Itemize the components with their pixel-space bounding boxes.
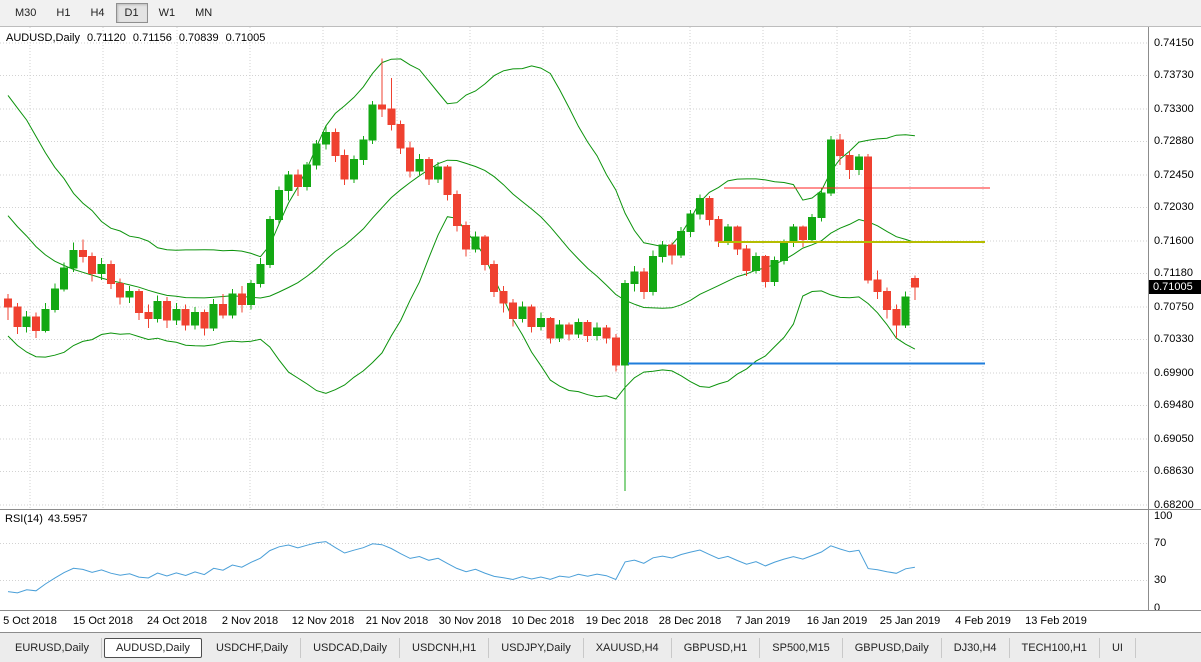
timeframe-button-d1[interactable]: D1 <box>115 3 148 23</box>
symbol-label: AUDUSD,Daily <box>6 32 80 44</box>
price-axis-label: 0.73730 <box>1154 69 1194 82</box>
timeframe-button-h1[interactable]: H1 <box>56 7 71 19</box>
price-axis-label: 0.70750 <box>1154 300 1194 313</box>
price-axis-label: 0.72030 <box>1154 201 1194 214</box>
timeframe-button-m30[interactable]: M30 <box>15 7 37 19</box>
timeframe-button-mn[interactable]: MN <box>195 7 213 19</box>
timeframe-bar: M30 H1 H4 D1 W1 MN <box>0 0 1201 27</box>
tab-bar: EURUSD,Daily AUDUSD,Daily USDCHF,Daily USDC… <box>0 632 1201 662</box>
open-value: 0.71120 <box>86 32 126 44</box>
chart-tab-eurusd-daily[interactable]: EURUSD,Daily <box>3 637 102 658</box>
price-axis-label: 0.69050 <box>1154 432 1194 445</box>
chart-tab-usdcad-daily[interactable]: USDCAD,Daily <box>301 637 401 658</box>
date-axis[interactable]: 5 Oct 2018 15 Oct 2018 24 Oct 2018 2 Nov 20… <box>0 610 1201 632</box>
price-axis[interactable]: 0.71005 0.74150 0.73730 0.73300 0.72880 0.72… <box>1149 27 1201 511</box>
price-axis-label: 0.70330 <box>1154 333 1194 346</box>
rsi-axis-label: 30 <box>1154 573 1167 586</box>
price-axis-label: 0.72450 <box>1154 168 1194 181</box>
price-axis-label: 0.73300 <box>1154 102 1194 115</box>
high-value: 0.71156 <box>132 32 172 44</box>
chart-tab-audusd-daily[interactable]: AUDUSD,Daily <box>103 637 202 658</box>
date-label: 24 Oct 2018 <box>147 615 207 627</box>
date-label: 4 Feb 2019 <box>955 615 1011 627</box>
chart-tab-tech100-h1[interactable]: TECH100,H1 <box>1010 637 1100 658</box>
date-label: 28 Dec 2018 <box>658 615 722 627</box>
rsi-axis-label: 0 <box>1154 601 1161 614</box>
ohlc-header: AUDUSD,Daily 0.71120 0.71156 0.70839 0.71005 <box>6 32 272 44</box>
timeframe-button-w1[interactable]: W1 <box>158 7 176 19</box>
rsi-indicator-name: RSI(14) <box>5 513 43 525</box>
date-label: 19 Dec 2018 <box>585 615 649 627</box>
price-axis-label: 0.71180 <box>1154 267 1193 280</box>
chart-tab-usdjpy-daily[interactable]: USDJPY,Daily <box>489 637 584 658</box>
price-axis-label: 0.69900 <box>1154 366 1194 379</box>
rsi-axis-label: 100 <box>1154 509 1173 522</box>
main-chart-canvas[interactable] <box>0 27 1149 509</box>
price-axis-label: 0.69480 <box>1154 399 1194 412</box>
date-label: 13 Feb 2019 <box>1025 615 1087 627</box>
date-label: 5 Oct 2018 <box>3 615 57 627</box>
date-label: 2 Nov 2018 <box>221 615 279 627</box>
price-axis-label: 0.71600 <box>1154 234 1194 247</box>
date-label: 21 Nov 2018 <box>365 615 429 627</box>
date-label: 30 Nov 2018 <box>438 615 502 627</box>
date-label: 25 Jan 2019 <box>879 615 941 627</box>
chart-tab-dj30-h4[interactable]: DJ30,H4 <box>942 637 1010 658</box>
price-axis-label: 0.72880 <box>1154 135 1194 148</box>
low-value: 0.70839 <box>178 32 219 44</box>
price-axis-label: 0.68200 <box>1154 498 1194 511</box>
chart-tab-sp500-m15[interactable]: SP500,M15 <box>760 637 843 658</box>
main-chart-area: AUDUSD,Daily 0.71120 0.71156 0.70839 0.71005… <box>0 27 1201 511</box>
chart-tab-ui[interactable]: UI <box>1100 637 1136 658</box>
rsi-axis-label: 70 <box>1154 537 1167 550</box>
rsi-panel: RSI(14) 43.5957 100 70 30 0 <box>0 509 1201 614</box>
date-label: 12 Nov 2018 <box>291 615 355 627</box>
rsi-axis[interactable]: 100 70 30 0 <box>1149 509 1201 614</box>
date-label: 15 Oct 2018 <box>73 615 133 627</box>
chart-tab-usdcnh-h1[interactable]: USDCNH,H1 <box>400 637 490 658</box>
rsi-canvas[interactable] <box>0 510 1149 610</box>
chart-tab-xauusd-h4[interactable]: XAUUSD,H4 <box>584 637 672 658</box>
chart-tab-gbpusd-daily[interactable]: GBPUSD,Daily <box>843 637 942 658</box>
close-value: 0.71005 <box>225 32 266 44</box>
current-price-badge: 0.71005 <box>1149 280 1201 295</box>
price-axis-label: 0.68630 <box>1154 465 1194 478</box>
timeframe-button-h4[interactable]: H4 <box>90 7 105 19</box>
chart-tab-gbpusd-h1[interactable]: GBPUSD,H1 <box>672 637 761 658</box>
price-axis-label: 0.74150 <box>1154 36 1194 49</box>
date-label: 16 Jan 2019 <box>806 615 868 627</box>
rsi-label: RSI(14) 43.5957 <box>5 513 93 525</box>
chart-tab-usdchf-daily[interactable]: USDCHF,Daily <box>204 637 302 658</box>
date-label: 10 Dec 2018 <box>511 615 575 627</box>
rsi-indicator-value: 43.5957 <box>47 513 88 525</box>
date-label: 7 Jan 2019 <box>735 615 791 627</box>
